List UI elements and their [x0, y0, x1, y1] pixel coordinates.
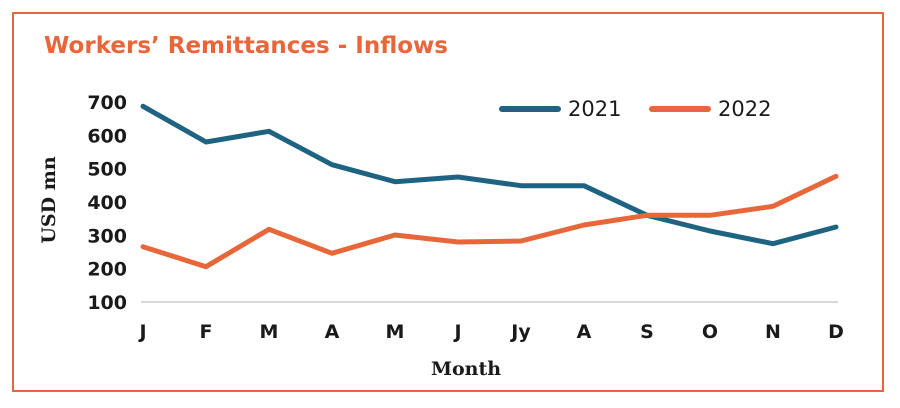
y-tick-label: 300: [87, 225, 127, 247]
y-axis-label: USD mn: [38, 156, 60, 243]
series-line-2022: [140, 173, 839, 270]
x-tick-label: M: [260, 321, 279, 343]
x-axis-label: Month: [431, 358, 501, 380]
x-tick-label: J: [137, 321, 146, 343]
x-tick-label: J: [452, 321, 461, 343]
series-lines: [140, 103, 839, 270]
x-tick-label: N: [765, 321, 781, 343]
y-tick-label: 600: [87, 125, 127, 147]
series-line-2021: [140, 103, 839, 247]
chart-title: Workers’ Remittances - Inflows: [44, 33, 448, 59]
x-tick-label: A: [325, 321, 340, 343]
legend: 2021 2022: [499, 97, 771, 121]
chart-frame: [12, 12, 884, 392]
x-tick-label: S: [640, 321, 654, 343]
x-tick-label: Jy: [509, 321, 531, 343]
legend-label-2022: 2022: [718, 97, 771, 121]
x-tick-label: A: [577, 321, 592, 343]
x-tick-label: M: [386, 321, 405, 343]
y-tick-label: 400: [87, 192, 127, 214]
x-tick-label: O: [702, 321, 718, 343]
x-axis-ticks: J F M A M J Jy A S O N D: [137, 321, 843, 343]
y-tick-label: 100: [87, 292, 127, 314]
y-tick-label: 700: [87, 92, 127, 114]
legend-label-2021: 2021: [568, 97, 621, 121]
x-tick-label: F: [200, 321, 213, 343]
x-tick-label: D: [828, 321, 844, 343]
y-tick-label: 500: [87, 159, 127, 181]
y-tick-label: 200: [87, 259, 127, 281]
y-axis-ticks: 100 200 300 400 500 600 700: [87, 92, 127, 314]
